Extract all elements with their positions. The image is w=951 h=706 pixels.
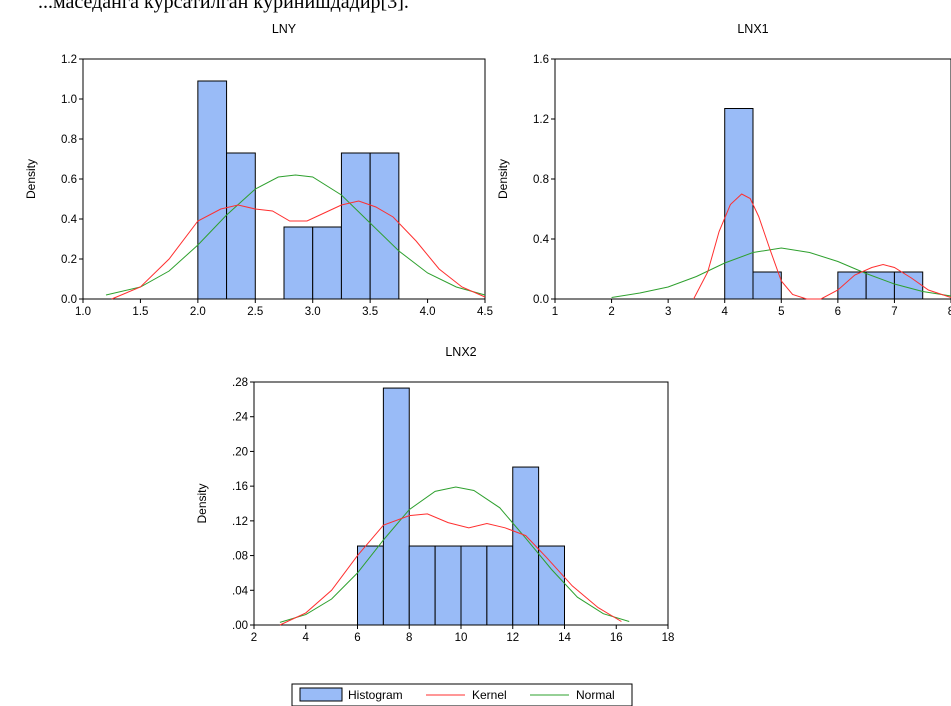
y-tick-label: 0.2 (61, 254, 77, 266)
histogram-bar (226, 152, 256, 300)
legend-normal-label: Normal (576, 688, 615, 702)
y-tick-label: 1.2 (533, 114, 549, 126)
normal-curve (611, 247, 951, 298)
x-tick-label: 6 (835, 306, 841, 318)
x-tick-label: 2.5 (247, 306, 263, 318)
y-tick-label: 0.6 (61, 174, 77, 186)
kernel-curve (279, 513, 622, 626)
x-tick-label: 10 (455, 632, 468, 644)
chart-lnx1: 1 2 3 4 5 6 7 8 0.0 0.4 0.8 1.2 1.6 LNX1 Density (496, 22, 951, 318)
y-tick-label: .00 (232, 620, 248, 632)
legend: Histogram Kernel Normal (291, 683, 633, 706)
x-tick-label: 1.0 (75, 306, 91, 318)
x-tick-label: 4.5 (477, 306, 493, 318)
histogram-bar (434, 545, 462, 626)
y-tick-label: 1.6 (533, 54, 549, 66)
y-tick-label: 1.2 (61, 54, 77, 66)
normal-curve (279, 486, 630, 623)
chart-lnx2: 2 4 6 8 10 12 14 16 18 .00 .04 .08 .12 .16 .20 .24 .28 LN… (195, 345, 674, 644)
y-tick-label: .12 (232, 516, 248, 528)
x-tick-label: 8 (406, 632, 412, 644)
y-tick-label: 0.4 (61, 214, 78, 226)
histogram-bar (382, 387, 410, 626)
legend-kernel-label: Kernel (472, 688, 507, 702)
histogram-bar (369, 152, 400, 300)
kernel-curve (111, 200, 486, 300)
y-axis-label: Density (195, 483, 209, 523)
y-tick-label: .08 (232, 551, 248, 563)
x-tick-label: 16 (610, 632, 623, 644)
histogram-bar (408, 545, 436, 626)
x-tick-label: 3.5 (362, 306, 378, 318)
chart-title: LNX2 (445, 345, 476, 359)
histogram-bar (283, 226, 314, 300)
y-tick-label: 0.0 (533, 294, 549, 306)
top-text: ...маседанга кўрсатилган кўринишдадир[3]… (38, 0, 409, 13)
histogram-bar (357, 545, 384, 626)
histogram-bar (460, 545, 488, 626)
chart-lny: 1.0 1.5 2.0 2.5 3.0 3.5 4.0 4.5 0.0 0.2 0.4 0.6 0.8 1… (24, 22, 493, 318)
y-tick-label: .04 (232, 585, 249, 597)
x-tick-label: 4 (722, 306, 729, 318)
normal-curve (105, 174, 486, 296)
x-tick-label: 18 (662, 632, 675, 644)
y-tick-label: .24 (232, 412, 249, 424)
x-tick-label: 14 (558, 632, 571, 644)
histogram-bar (312, 226, 342, 300)
x-tick-label: 4 (303, 632, 310, 644)
histogram-bar (752, 271, 782, 300)
x-tick-label: 1 (552, 306, 558, 318)
y-tick-label: 0.0 (61, 294, 77, 306)
y-tick-label: .28 (232, 377, 248, 389)
histogram-bar (865, 271, 895, 300)
y-axis-label: Density (496, 159, 510, 199)
x-tick-label: 5 (778, 306, 784, 318)
x-tick-label: 8 (948, 306, 951, 318)
histogram-bar (837, 271, 867, 300)
y-tick-label: 0.8 (61, 134, 77, 146)
chart-title: LNY (272, 22, 297, 36)
histogram-bar (340, 152, 371, 300)
x-tick-label: 2 (251, 632, 257, 644)
x-tick-label: 3.0 (305, 306, 321, 318)
y-tick-label: .16 (232, 481, 248, 493)
x-tick-label: 2 (608, 306, 614, 318)
y-tick-label: .20 (232, 446, 248, 458)
histogram-bar (512, 466, 540, 626)
x-tick-label: 1.5 (132, 306, 148, 318)
kernel-curve (693, 193, 951, 300)
x-tick-label: 12 (506, 632, 519, 644)
x-tick-label: 3 (665, 306, 671, 318)
x-tick-label: 2.0 (190, 306, 206, 318)
histogram-bar (197, 80, 228, 300)
y-tick-label: 0.8 (533, 174, 549, 186)
legend-histogram-label: Histogram (348, 688, 403, 702)
chart-title: LNX1 (737, 22, 768, 36)
y-tick-label: 0.4 (533, 234, 550, 246)
legend-histogram-swatch (299, 687, 343, 702)
x-tick-label: 7 (891, 306, 897, 318)
histogram-bar (724, 108, 754, 300)
histogram-bar (486, 545, 514, 626)
x-tick-label: 6 (354, 632, 360, 644)
y-tick-label: 1.0 (61, 94, 77, 106)
y-axis-label: Density (24, 159, 38, 199)
x-tick-label: 4.0 (420, 306, 436, 318)
